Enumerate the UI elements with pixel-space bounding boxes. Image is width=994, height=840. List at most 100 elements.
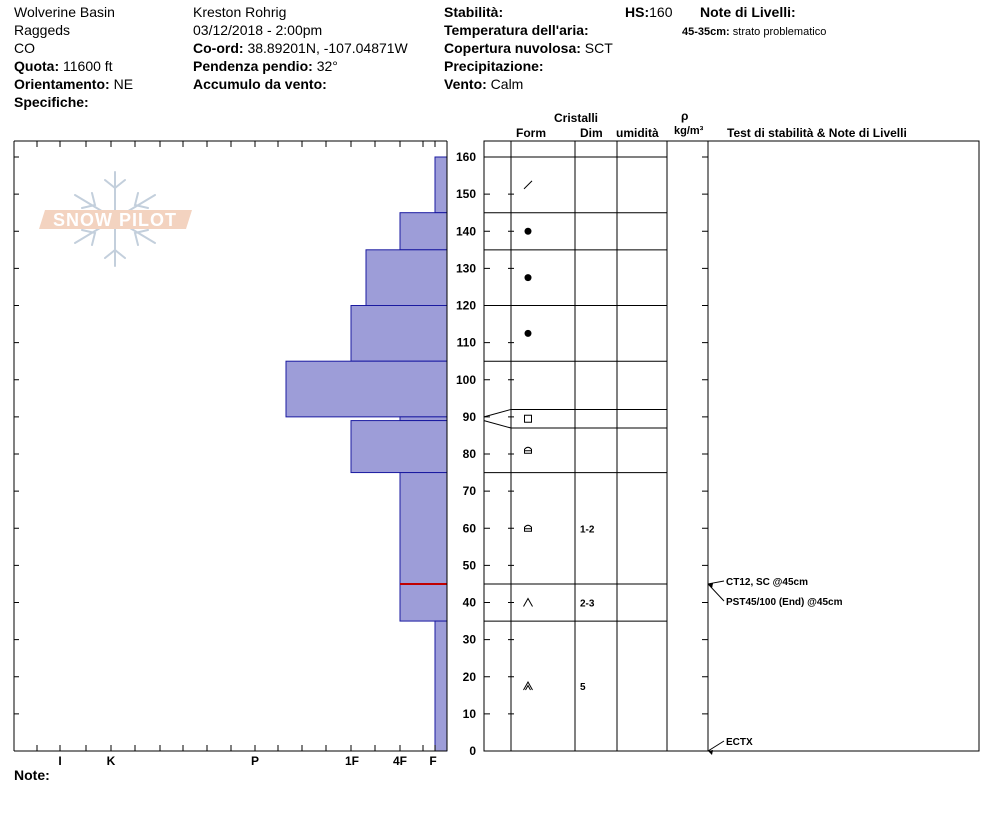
datetime: 03/12/2018 - 2:00pm bbox=[193, 22, 323, 38]
hardness-label-k: K bbox=[107, 754, 116, 768]
range: Raggeds bbox=[14, 22, 71, 38]
elevation-value: 11600 ft bbox=[63, 58, 113, 74]
form-symbol-faceted-crystals bbox=[524, 414, 532, 423]
wind-loading-label: Accumulo da vento: bbox=[193, 76, 327, 92]
form-symbol-rounded-grains bbox=[524, 274, 532, 282]
slope-label: Pendenza pendio: bbox=[193, 58, 313, 74]
specifics-label: Specifiche: bbox=[14, 94, 89, 110]
stability-test-label: PST45/100 (End) @45cm bbox=[726, 597, 843, 608]
coord-value: 38.89201N, -107.04871W bbox=[247, 40, 408, 56]
depth-tick-label: 40 bbox=[463, 596, 477, 610]
depth-connector bbox=[483, 408, 512, 418]
wind-value: Calm bbox=[490, 76, 524, 92]
coord-label: Co-ord: bbox=[193, 40, 244, 56]
hardness-bar-8 bbox=[399, 583, 448, 622]
depth-tick-label: 10 bbox=[463, 707, 477, 721]
wind-label: Vento: bbox=[444, 76, 487, 92]
depth-tick-label: 20 bbox=[463, 670, 477, 684]
hardness-bar-7 bbox=[399, 472, 448, 585]
location: Wolverine Basin bbox=[14, 4, 115, 20]
stability-test-label: CT12, SC @45cm bbox=[726, 577, 808, 588]
hardness-label-p: P bbox=[251, 754, 259, 768]
hardness-bar-0 bbox=[434, 156, 448, 214]
state: CO bbox=[14, 40, 35, 56]
depth-axis: 0 10 20 30 40 50 60 70 80 90 100 110 120 130 140 150 160 bbox=[456, 150, 708, 758]
rho-header: ρ bbox=[681, 109, 689, 123]
hardness-bar-6 bbox=[350, 420, 448, 474]
precip-label: Precipitazione: bbox=[444, 58, 544, 74]
wind: Vento: Calm bbox=[444, 76, 523, 92]
depth-tick-label: 100 bbox=[456, 373, 476, 387]
stability-test-label: ECTX bbox=[726, 737, 753, 748]
test-leader-line bbox=[707, 740, 725, 752]
depth-tick-label: 140 bbox=[456, 224, 476, 238]
hardness-label-f: F bbox=[429, 754, 436, 768]
stability-label: Stabilità: bbox=[444, 4, 504, 20]
depth-tick-label: 50 bbox=[463, 558, 477, 572]
size-header: Dim bbox=[580, 126, 603, 140]
crystal-grid: 1-2 2-3 5 bbox=[483, 140, 980, 752]
depth-tick-label: 120 bbox=[456, 299, 476, 313]
depth-connector bbox=[483, 420, 512, 429]
form-symbol-depth-hoar bbox=[523, 597, 533, 607]
hardness-label-1f: 1F bbox=[345, 754, 359, 768]
stability-tests: CT12, SC @45cm PST45/100 (End) @45cm ECTX bbox=[707, 577, 843, 755]
form-symbol-precip-particles bbox=[523, 180, 533, 190]
crystal-size-label: 1-2 bbox=[580, 524, 595, 535]
depth-tick-label: 110 bbox=[457, 336, 477, 350]
form-symbol-rounded-grains bbox=[524, 227, 532, 235]
form-symbol-rounded-grains bbox=[524, 329, 532, 337]
depth-tick-label: 60 bbox=[463, 521, 477, 535]
form-symbol-faceted-rounded bbox=[524, 446, 532, 454]
crystals-header: Cristalli bbox=[554, 111, 599, 125]
test-arrow-head bbox=[708, 582, 713, 588]
cloud-cover: Copertura nuvolosa: SCT bbox=[444, 40, 613, 56]
depth-tick-label: 90 bbox=[463, 410, 477, 424]
moisture-header: umidità bbox=[616, 126, 659, 140]
hardness-label-i: I bbox=[58, 754, 61, 768]
snow-pilot-logo: SNOW PILOT bbox=[39, 171, 192, 267]
form-symbol-depth-hoar-chains bbox=[523, 681, 533, 691]
logo-text: SNOW PILOT bbox=[53, 210, 177, 230]
hardness-bar-4 bbox=[285, 360, 448, 418]
cloud-label: Copertura nuvolosa: bbox=[444, 40, 581, 56]
elevation: Quota: 11600 ft bbox=[14, 58, 113, 74]
cloud-value: SCT bbox=[584, 40, 613, 56]
depth-tick-label: 150 bbox=[456, 187, 476, 201]
hs-value: 160 bbox=[649, 4, 673, 20]
hardness-bar-2 bbox=[365, 249, 448, 306]
grid-frame bbox=[483, 140, 980, 752]
layer-note: 45-35cm: strato problematico bbox=[682, 24, 826, 40]
layer-note-text: strato problematico bbox=[732, 26, 827, 38]
observer: Kreston Rohrig bbox=[193, 4, 287, 20]
form-header: Form bbox=[516, 126, 546, 140]
hardness-bar-5 bbox=[399, 416, 448, 422]
depth-tick-label: 30 bbox=[463, 633, 477, 647]
layer-note-range: 45-35cm: bbox=[682, 26, 730, 38]
air-temp-label: Temperatura dell'aria: bbox=[444, 22, 589, 38]
slope: Pendenza pendio: 32° bbox=[193, 58, 338, 74]
hardness-frame: I K P 1F 4F F bbox=[13, 140, 448, 768]
slope-value: 32° bbox=[316, 58, 338, 74]
hardness-bar-9 bbox=[434, 620, 448, 752]
layer-notes-label: Note di Livelli: bbox=[700, 4, 796, 20]
hardness-bar-1 bbox=[399, 212, 448, 251]
hardness-bar-3 bbox=[350, 305, 448, 362]
aspect: Orientamento: NE bbox=[14, 76, 133, 92]
depth-tick-label: 160 bbox=[456, 150, 476, 164]
aspect-value: NE bbox=[113, 76, 134, 92]
form-symbol-faceted-rounded bbox=[524, 524, 532, 532]
hs: HS:160 bbox=[625, 4, 672, 20]
test-leader-line bbox=[707, 583, 725, 602]
crystal-size-label: 2-3 bbox=[580, 599, 595, 610]
depth-tick-label: 80 bbox=[463, 447, 477, 461]
hs-label: HS: bbox=[625, 4, 650, 20]
hardness-label-4f: 4F bbox=[393, 754, 407, 768]
note-label: Note: bbox=[14, 767, 50, 783]
density-unit-header: kg/m³ bbox=[674, 125, 704, 137]
tests-header: Test di stabilità & Note di Livelli bbox=[727, 126, 907, 140]
depth-tick-label: 70 bbox=[463, 484, 477, 498]
test-arrow-head bbox=[708, 750, 713, 755]
depth-tick-label: 130 bbox=[456, 261, 476, 275]
